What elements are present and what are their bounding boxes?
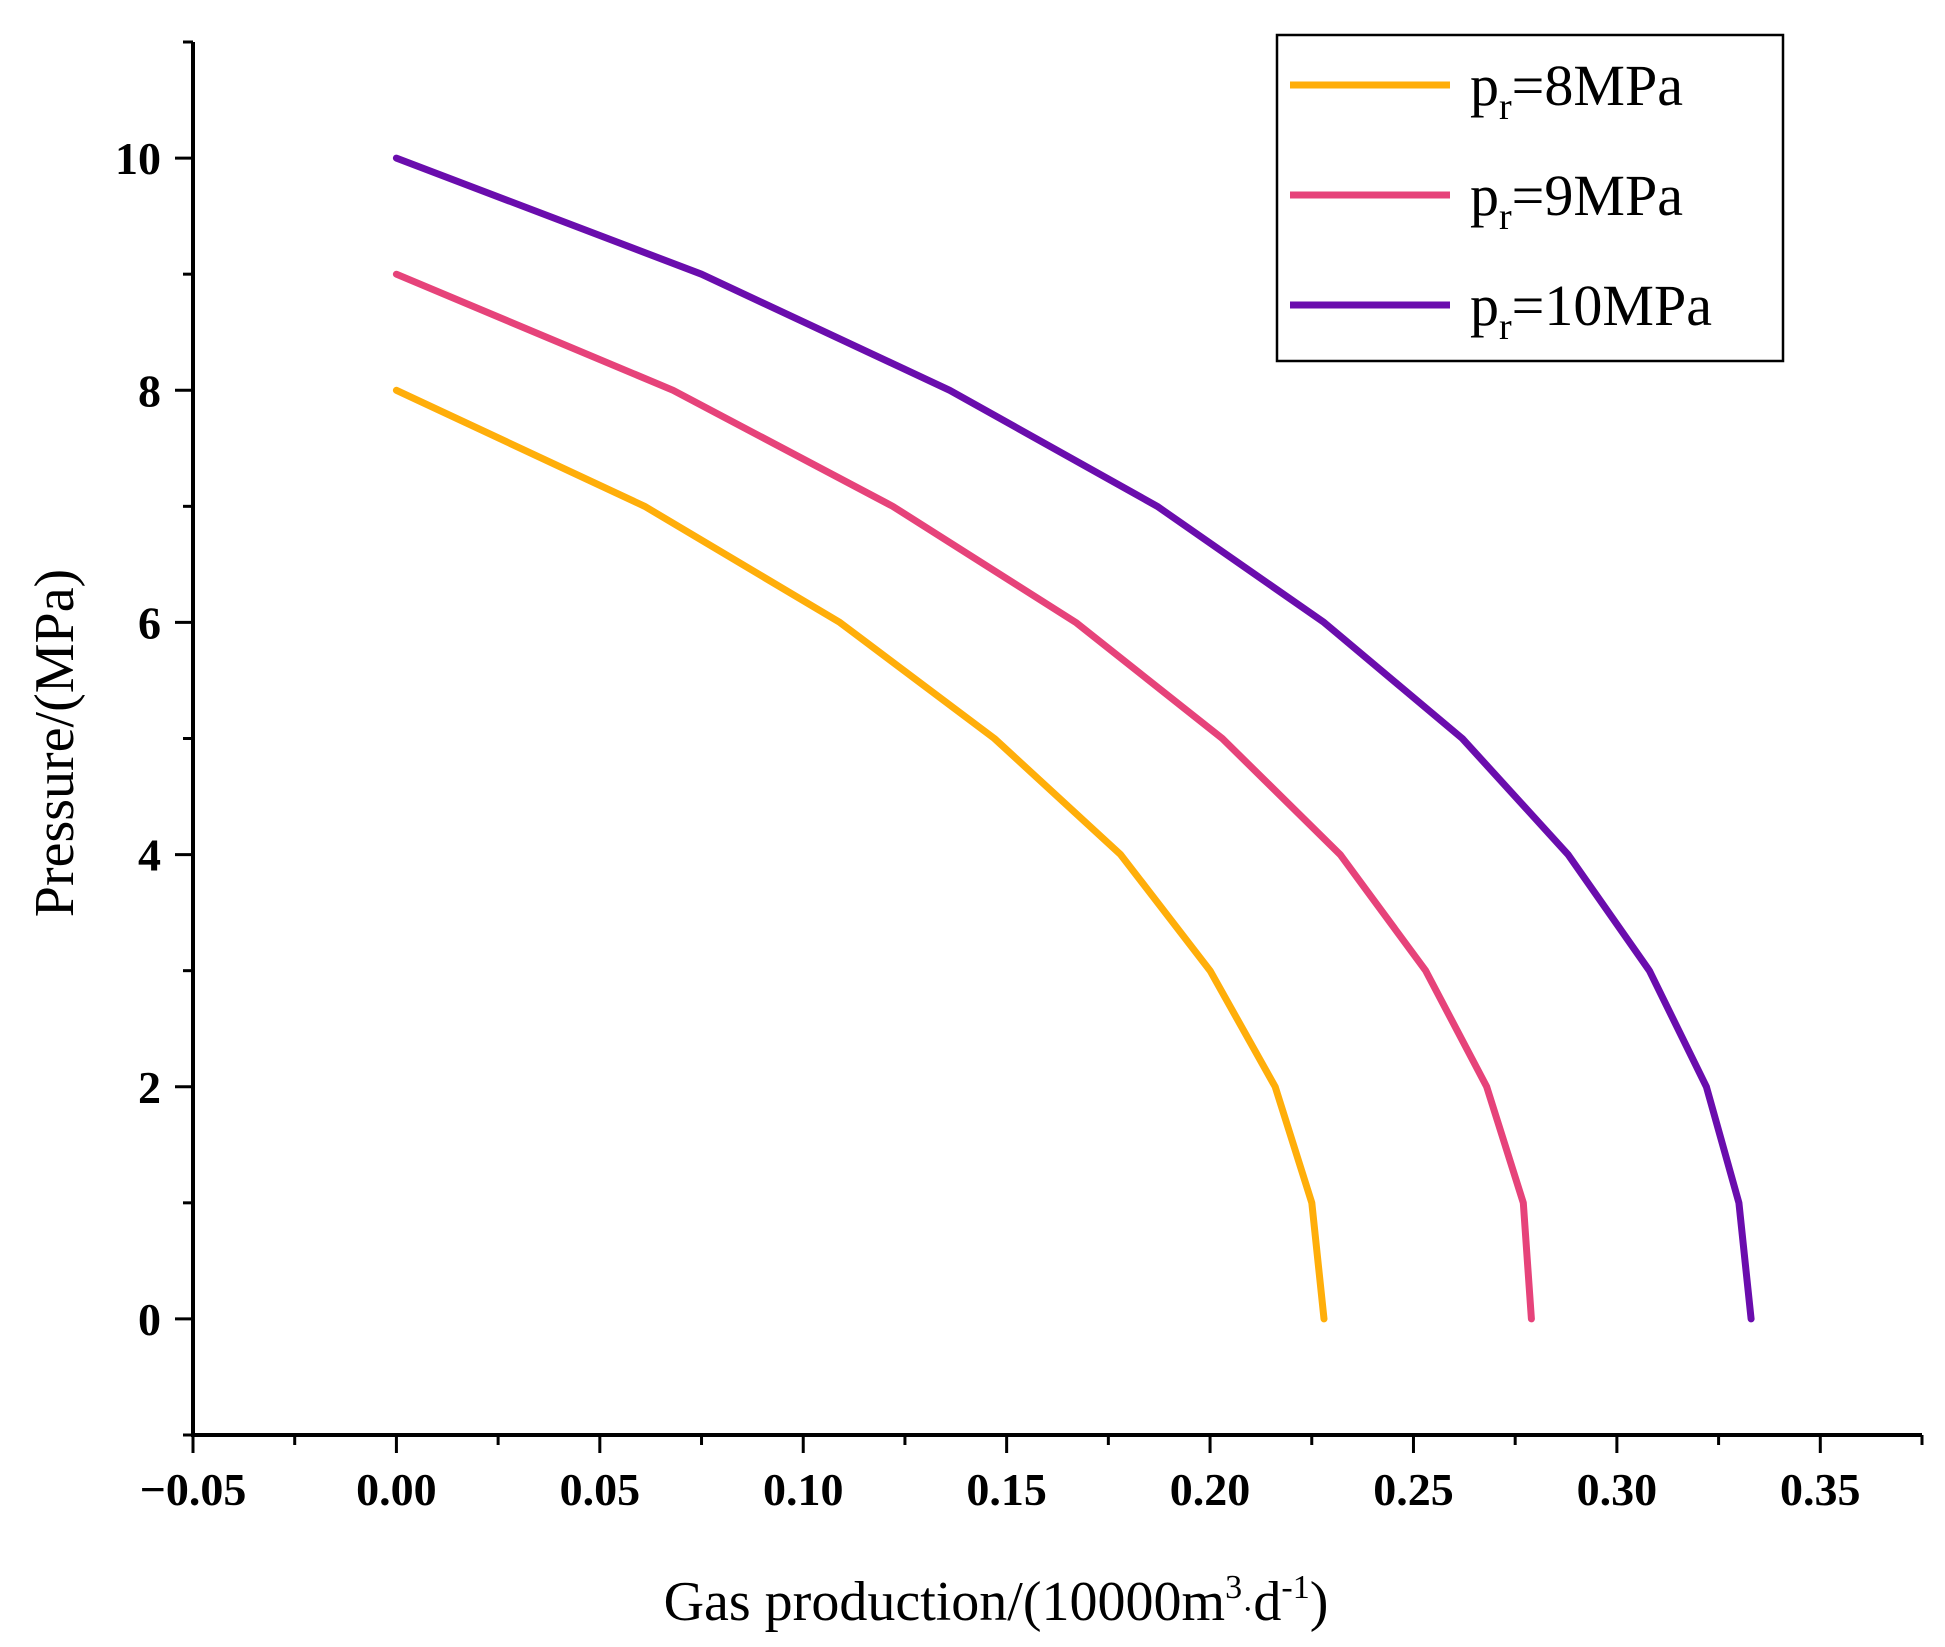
x-tick-label: 0.35 <box>1780 1464 1861 1515</box>
x-axis-title: Gas production/(10000m3·d-1) <box>664 1569 1329 1633</box>
series-layer <box>392 154 1755 1323</box>
y-tick-label: 4 <box>138 830 161 881</box>
series-line-2 <box>392 270 1535 1323</box>
y-tick-label: 0 <box>138 1294 161 1345</box>
legend: pr=8MPa pr=9MPa pr=10MPa <box>1275 33 1785 363</box>
legend-label-3: pr=10MPa <box>1470 273 1712 348</box>
x-tick-label: 0.10 <box>763 1464 844 1515</box>
series-line-1 <box>392 386 1328 1323</box>
y-tick-label: 2 <box>138 1062 161 1113</box>
y-tick-label: 10 <box>115 133 161 184</box>
x-tick-label: 0.00 <box>356 1464 437 1515</box>
y-tick-label: 8 <box>138 365 161 416</box>
x-tick-label: 0.25 <box>1373 1464 1454 1515</box>
y-tick-label: 6 <box>138 597 161 648</box>
x-tick-label: 0.15 <box>966 1464 1047 1515</box>
y-ticks: 0 2 4 6 8 10 <box>115 40 193 1437</box>
x-tick-label: 0.30 <box>1577 1464 1658 1515</box>
x-tick-label: −0.05 <box>140 1464 247 1515</box>
y-axis-title: Pressure/(MPa) <box>24 569 86 917</box>
x-tick-label: 0.05 <box>560 1464 641 1515</box>
legend-label-1: pr=8MPa <box>1470 53 1683 128</box>
x-tick-label: 0.20 <box>1170 1464 1251 1515</box>
legend-label-2: pr=9MPa <box>1470 163 1683 238</box>
x-ticks: −0.05 0.00 0.05 0.10 0.15 0.20 0.25 0.30 0.35 <box>140 1435 1924 1515</box>
series-line-3 <box>392 154 1755 1323</box>
